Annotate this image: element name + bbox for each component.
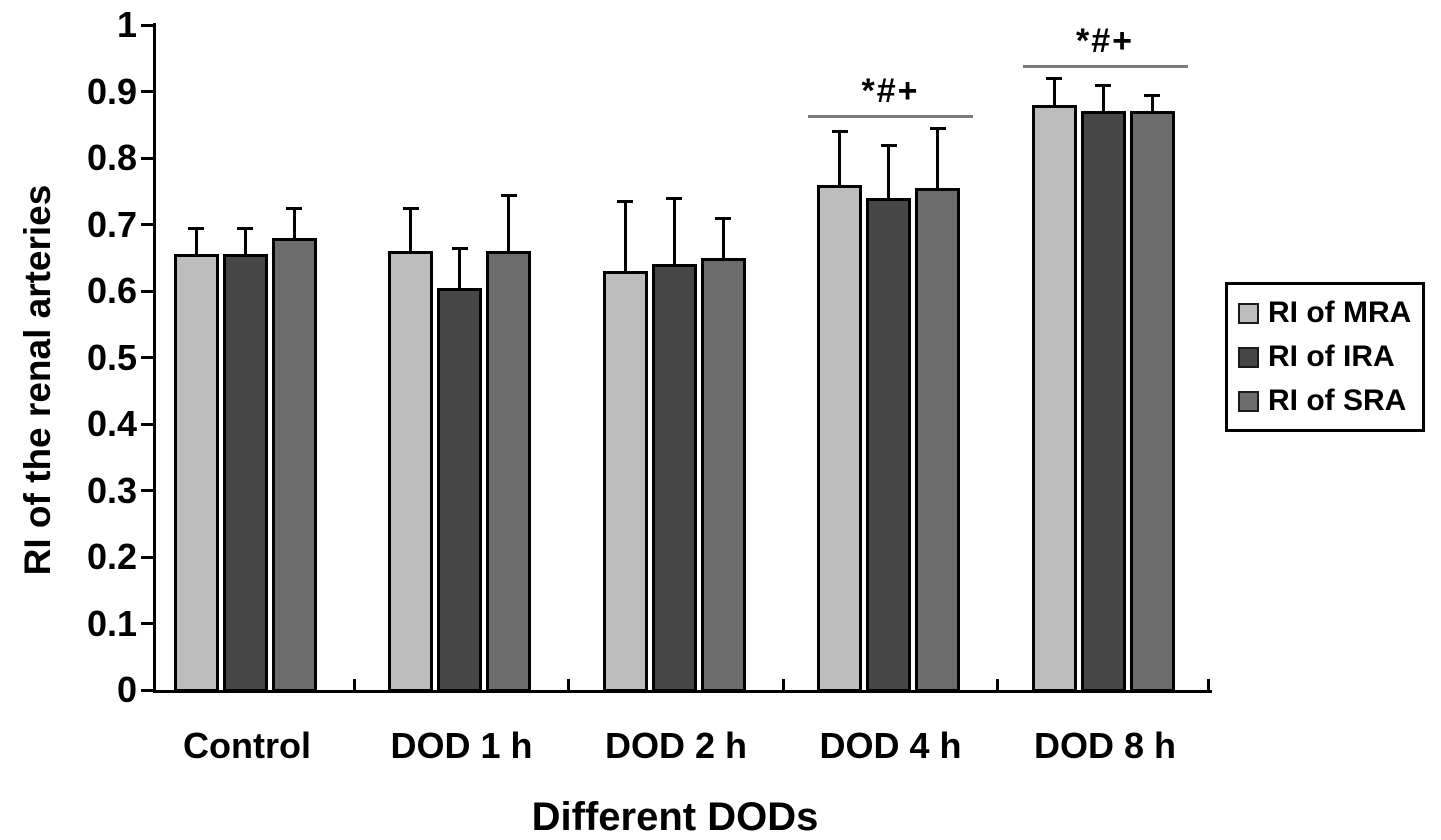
error-bar-cap — [715, 216, 731, 220]
x-tick-mark — [352, 679, 356, 690]
y-tick-label: 0.1 — [86, 602, 137, 644]
x-tick-mark — [567, 679, 571, 690]
legend: RI of MRA RI of IRA RI of SRA — [1225, 282, 1425, 432]
error-bar-cap — [402, 206, 419, 210]
significance-line — [1022, 65, 1188, 69]
error-bar-cap — [188, 226, 204, 230]
error-bar-line — [243, 227, 247, 255]
bar-ri-of-sra — [915, 187, 960, 692]
legend-item: RI of MRA — [1238, 297, 1422, 329]
x-category-label: DOD 2 h — [604, 725, 747, 766]
y-tick-mark — [141, 289, 155, 293]
y-tick-mark — [141, 356, 155, 359]
error-bar-line — [623, 201, 627, 272]
legend-label: RI of MRA — [1268, 296, 1412, 329]
error-bar-cap — [880, 143, 897, 147]
error-bar-cap — [451, 246, 468, 250]
legend-swatch-icon — [1238, 302, 1259, 324]
error-bar-cap — [1046, 77, 1062, 81]
error-bar-line — [721, 217, 725, 258]
y-tick-mark — [141, 622, 155, 625]
bar-ri-of-ira — [651, 264, 697, 692]
legend-item: RI of IRA — [1238, 341, 1422, 373]
bar-ri-of-sra — [271, 237, 317, 692]
legend-label: RI of SRA — [1268, 384, 1407, 417]
error-bar-cap — [286, 206, 302, 210]
error-bar-cap — [666, 196, 682, 200]
bar-ri-of-ira — [222, 254, 268, 692]
error-bar-line — [1101, 84, 1105, 112]
x-tick-mark — [1207, 679, 1210, 690]
y-tick-mark — [141, 90, 155, 93]
y-tick-mark — [141, 555, 155, 559]
legend-label: RI of IRA — [1268, 340, 1395, 373]
y-tick-label: 0.2 — [86, 536, 137, 577]
error-bar-line — [887, 144, 890, 198]
y-tick-mark — [141, 422, 155, 426]
error-bar-line — [1150, 94, 1154, 112]
y-tick-label: 0.3 — [86, 469, 137, 511]
bar-ri-of-mra — [388, 251, 433, 692]
error-bar-line — [409, 207, 412, 252]
bar-ri-of-mra — [1031, 104, 1077, 692]
significance-line — [808, 115, 973, 119]
x-category-label: DOD 1 h — [390, 725, 533, 766]
error-bar-cap — [831, 130, 848, 134]
x-tick-mark — [996, 679, 1000, 690]
x-category-label: DOD 4 h — [819, 725, 962, 766]
bar-ri-of-mra — [817, 184, 862, 692]
legend-item: RI of SRA — [1238, 385, 1422, 417]
bar-ri-of-ira — [866, 197, 911, 692]
y-tick-label: 1 — [116, 4, 137, 45]
error-bar-cap — [929, 127, 946, 131]
y-tick-mark — [141, 489, 155, 492]
y-tick-label: 0.9 — [86, 70, 137, 112]
bar-ri-of-sra — [486, 251, 531, 692]
error-bar-cap — [237, 226, 253, 230]
error-bar-line — [507, 194, 510, 252]
error-bar-line — [838, 131, 841, 185]
x-category-label: DOD 8 h — [1033, 725, 1176, 766]
y-tick-label: 0 — [116, 669, 137, 710]
error-bar-cap — [1144, 93, 1160, 97]
bar-ri-of-sra — [1129, 111, 1175, 692]
error-bar-line — [936, 128, 939, 188]
x-axis-title: Different DODs — [531, 795, 819, 839]
bar-ri-of-ira — [437, 287, 482, 692]
error-bar-cap — [1095, 83, 1111, 87]
x-tick-mark — [781, 679, 785, 690]
significance-text: *#+ — [1076, 22, 1134, 61]
error-bar-line — [194, 227, 198, 255]
legend-swatch-icon — [1238, 390, 1259, 412]
x-category-label: Control — [183, 725, 311, 766]
error-bar-line — [292, 207, 296, 238]
y-tick-label: 0.7 — [86, 203, 137, 245]
bar-ri-of-sra — [700, 257, 746, 692]
bar-ri-of-mra — [173, 254, 219, 692]
error-bar-line — [672, 197, 676, 265]
y-tick-mark — [141, 23, 155, 27]
y-tick-label: 0.6 — [86, 270, 137, 311]
y-tick-mark — [141, 223, 155, 226]
legend-swatch-icon — [1238, 346, 1259, 368]
y-tick-label: 0.5 — [86, 336, 137, 378]
y-tick-mark — [141, 688, 155, 692]
error-bar-cap — [500, 193, 517, 197]
y-tick-label: 0.4 — [86, 403, 137, 444]
bar-ri-of-ira — [1080, 111, 1126, 692]
error-bar-line — [1052, 78, 1056, 105]
error-bar-line — [458, 247, 461, 288]
error-bar-cap — [617, 200, 633, 204]
y-tick-mark — [141, 156, 155, 160]
bar-ri-of-mra — [602, 271, 648, 692]
significance-text: *#+ — [861, 72, 920, 111]
y-tick-label: 0.8 — [86, 137, 137, 178]
